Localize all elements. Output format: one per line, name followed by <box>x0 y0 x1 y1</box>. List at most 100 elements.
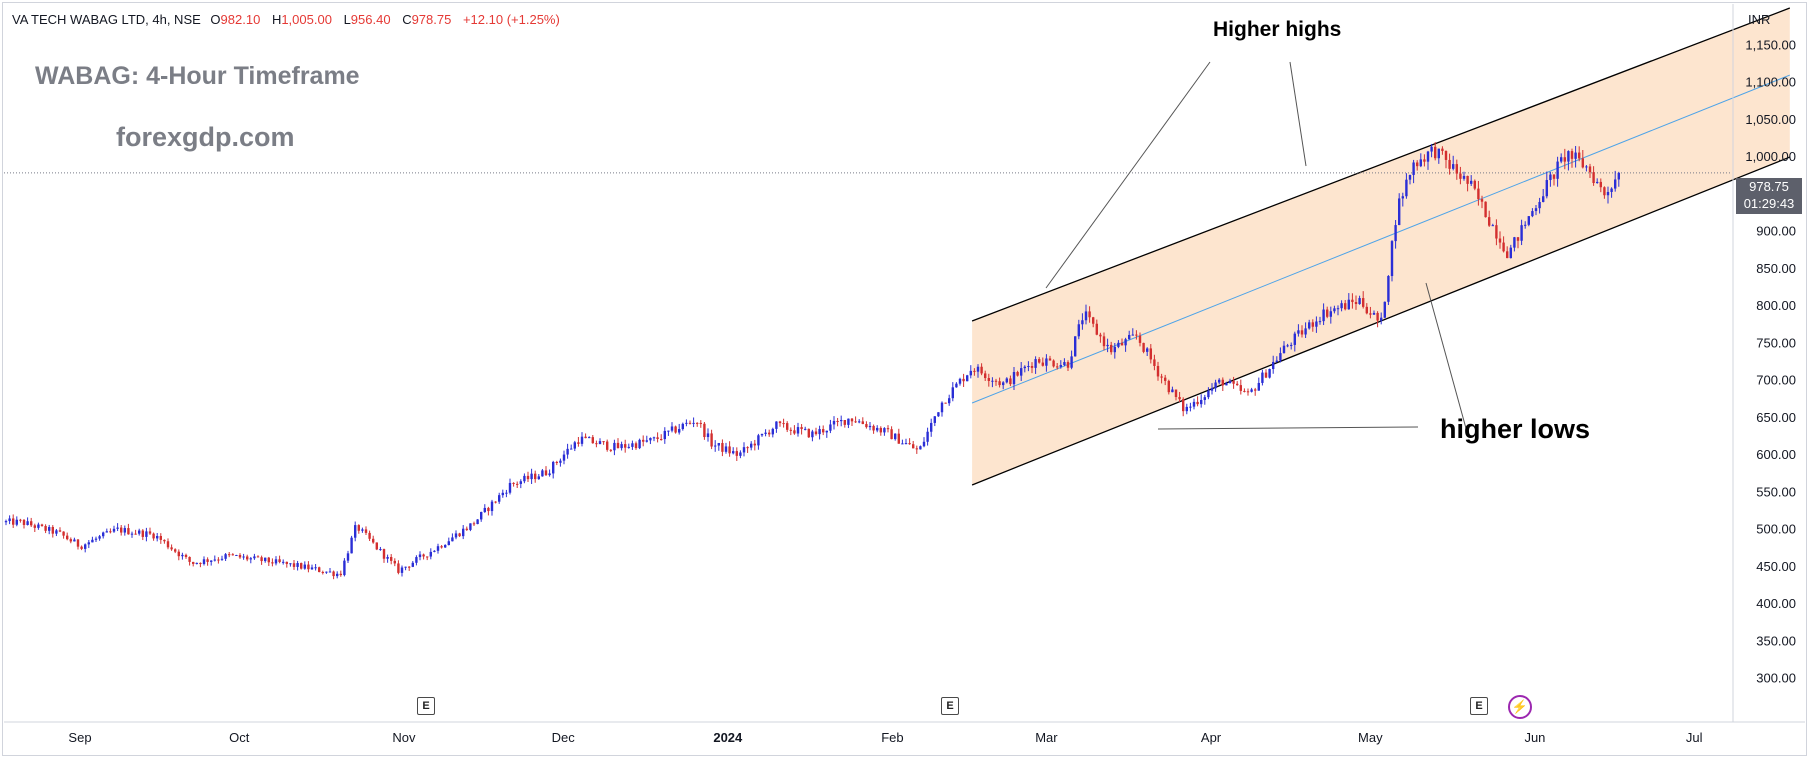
candle-body <box>832 420 836 425</box>
candle-body <box>1221 379 1224 386</box>
candle-body <box>1434 146 1437 159</box>
candle-body <box>325 571 328 573</box>
candle-body <box>1185 406 1188 412</box>
candle-body <box>195 562 198 564</box>
candle-body <box>1383 301 1386 318</box>
candle-body <box>710 433 713 447</box>
candle-body <box>782 423 785 425</box>
current-price-value: 978.75 <box>1749 179 1789 194</box>
price-axis[interactable]: 300.00 350.00 400.00 450.00 500.00 550.00 600.… <box>1732 4 1796 722</box>
candle-body <box>289 563 292 565</box>
candle-body <box>627 446 630 448</box>
candle-body <box>1480 199 1484 202</box>
candle-body <box>1164 377 1167 381</box>
candle-body <box>1009 378 1012 385</box>
symbol-name[interactable]: VA TECH WABAG LTD, 4h, NSE <box>12 12 201 27</box>
candle-body <box>1131 334 1134 336</box>
candle-body <box>1268 369 1271 378</box>
candle-body <box>1606 191 1610 196</box>
candle-body <box>1549 174 1552 181</box>
candle-body <box>886 428 890 430</box>
candle-body <box>1416 162 1419 167</box>
candle-body <box>1365 306 1368 314</box>
lightning-bolt-icon[interactable]: ⚡ <box>1508 695 1532 719</box>
candle-body <box>663 430 666 440</box>
candle-body <box>480 512 483 520</box>
price-tick-label: 1,150.00 <box>1745 37 1796 52</box>
candle-body <box>181 554 184 557</box>
candle-body <box>1045 358 1048 366</box>
candle-body <box>681 423 684 430</box>
currency-label[interactable]: INR <box>1748 12 1771 27</box>
candle-body <box>786 423 789 430</box>
candle-body <box>843 419 846 425</box>
candle-body <box>307 564 310 570</box>
candles <box>4 142 1620 580</box>
earnings-event-icon[interactable]: E <box>1470 697 1488 715</box>
candle-body <box>1020 368 1023 376</box>
earnings-event-icon[interactable]: E <box>941 697 959 715</box>
candle-body <box>1279 353 1282 361</box>
candle-body <box>1380 317 1383 321</box>
candle-body <box>818 429 821 435</box>
candle-body <box>249 558 252 560</box>
candle-body <box>1578 152 1581 159</box>
candle-body <box>1038 359 1041 363</box>
candle-body <box>84 544 87 549</box>
candle-body <box>397 563 400 573</box>
candle-body <box>649 437 652 441</box>
candle-body <box>861 421 864 425</box>
candle-body <box>1178 397 1181 400</box>
time-tick-label: Jun <box>1524 730 1545 745</box>
candle-body <box>501 492 504 496</box>
price-tick-label: 450.00 <box>1756 559 1796 574</box>
candle-body <box>1228 380 1232 384</box>
earnings-event-icon[interactable]: E <box>417 697 435 715</box>
candle-body <box>458 533 461 537</box>
candle-body <box>217 559 220 561</box>
candle-body <box>544 470 548 476</box>
candle-body <box>674 426 677 433</box>
candle-body <box>1329 311 1332 317</box>
candle-body <box>1077 324 1080 337</box>
candle-body <box>37 524 40 528</box>
candle-body <box>1524 224 1527 226</box>
candle-body <box>1308 322 1311 329</box>
candle-body <box>292 563 296 567</box>
price-tick-label: 550.00 <box>1756 484 1796 499</box>
candle-body <box>328 571 332 573</box>
candle-body <box>613 442 616 451</box>
candle-body <box>44 525 47 531</box>
candle-body <box>1300 330 1304 335</box>
candle-body <box>1372 312 1376 315</box>
candle-body <box>177 551 180 557</box>
candle-body <box>1326 309 1329 317</box>
candle-body <box>260 557 263 562</box>
candle-body <box>267 557 270 563</box>
candle-body <box>1340 303 1343 309</box>
candle-body <box>98 536 101 539</box>
candle-body <box>1290 344 1293 346</box>
candle-body <box>1502 242 1505 252</box>
candle-body <box>1005 378 1008 383</box>
candle-body <box>1282 345 1286 354</box>
candle-body <box>390 557 393 561</box>
candle-body <box>123 528 126 533</box>
price-channel[interactable] <box>4 7 1791 486</box>
time-axis[interactable]: Sep Oct Nov Dec 2024 Feb Mar Apr May Jun Jul <box>4 721 1805 745</box>
candle-body <box>1012 372 1016 385</box>
candle-body <box>357 525 360 531</box>
candle-body <box>1516 237 1520 241</box>
price-tick-label: 350.00 <box>1756 633 1796 648</box>
candle-body <box>1437 148 1440 159</box>
price-tick-label: 900.00 <box>1756 224 1796 239</box>
candle-body <box>1254 389 1257 391</box>
candle-body <box>505 492 508 494</box>
price-tick-label: 650.00 <box>1756 410 1796 425</box>
candle-body <box>1063 362 1066 365</box>
candle-body <box>138 530 141 534</box>
candle-body <box>87 542 90 545</box>
price-tick-label: 800.00 <box>1756 298 1796 313</box>
candle-body <box>1398 198 1401 226</box>
